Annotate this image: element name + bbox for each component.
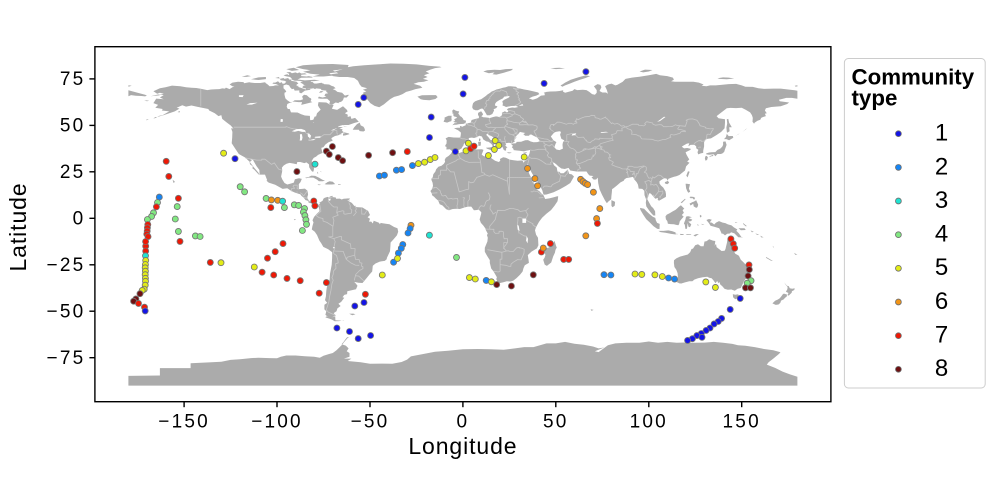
svg-text:1: 1 (935, 120, 948, 147)
svg-text:Longitude: Longitude (408, 433, 517, 459)
svg-text:−25: −25 (47, 255, 86, 276)
svg-text:−75: −75 (47, 348, 86, 369)
svg-text:7: 7 (935, 322, 948, 349)
svg-text:100: 100 (630, 412, 668, 433)
svg-text:−50: −50 (47, 302, 86, 323)
svg-text:−50: −50 (351, 412, 390, 433)
svg-text:5: 5 (935, 254, 948, 281)
svg-text:75: 75 (60, 69, 86, 90)
svg-text:2: 2 (935, 153, 948, 180)
svg-text:Community: Community (852, 65, 975, 90)
svg-text:50: 50 (543, 412, 569, 433)
svg-text:3: 3 (935, 187, 948, 214)
svg-text:4: 4 (935, 221, 948, 248)
svg-text:0: 0 (457, 412, 470, 433)
svg-text:type: type (852, 86, 898, 111)
svg-text:50: 50 (60, 116, 86, 137)
svg-text:150: 150 (723, 412, 761, 433)
svg-text:8: 8 (935, 355, 948, 382)
svg-text:Latitude: Latitude (5, 182, 31, 271)
svg-text:−100: −100 (251, 412, 303, 433)
svg-text:6: 6 (935, 288, 948, 315)
svg-text:0: 0 (73, 209, 86, 230)
svg-text:25: 25 (60, 162, 86, 183)
svg-text:−150: −150 (158, 412, 210, 433)
